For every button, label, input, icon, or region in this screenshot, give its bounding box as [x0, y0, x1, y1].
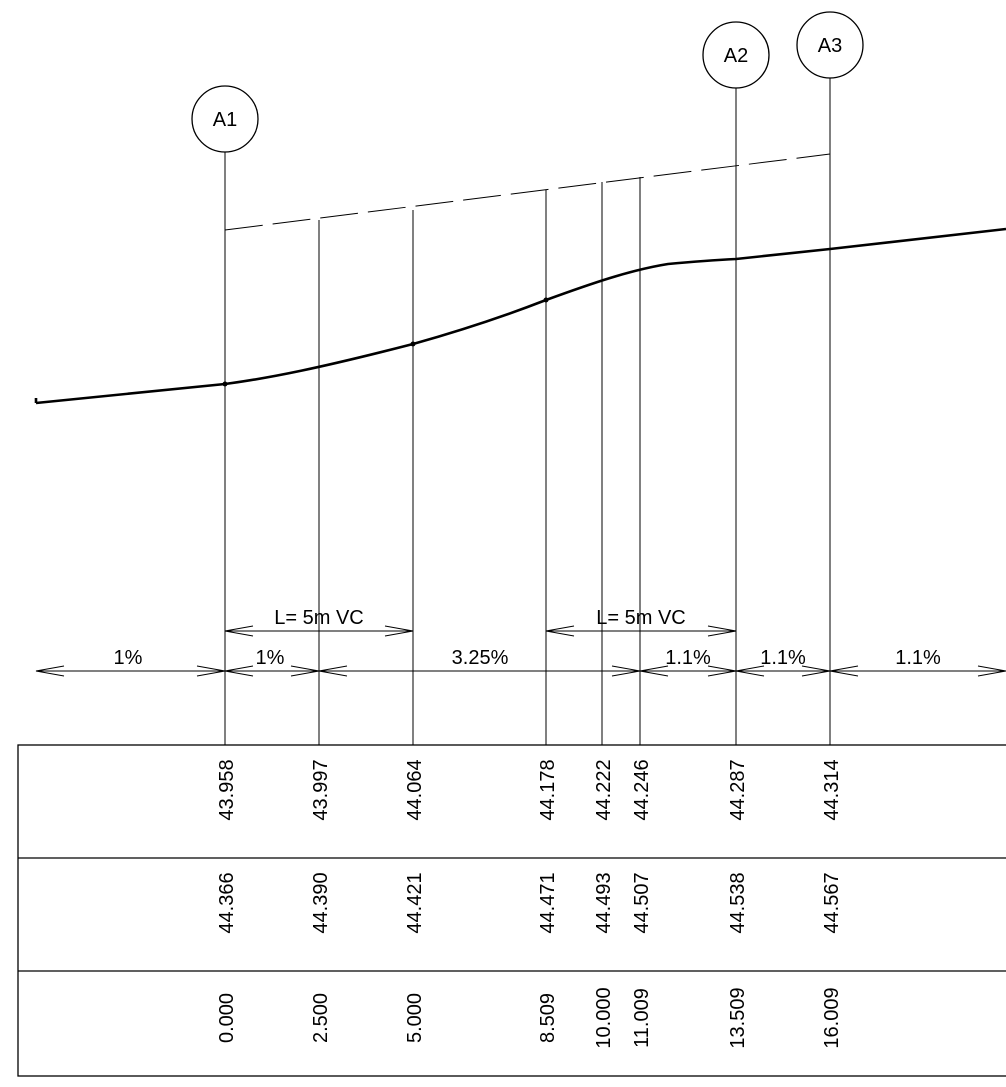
table-row-2: 44.366 44.390 44.421 44.471 44.493 44.50… — [216, 872, 843, 933]
row2-value: 44.493 — [593, 872, 615, 933]
data-table — [17, 744, 1006, 1077]
grade-label: 1% — [114, 647, 143, 669]
row3-value: 8.509 — [537, 993, 559, 1043]
row3-value: 11.009 — [631, 988, 653, 1048]
row1-value: 43.997 — [310, 759, 332, 820]
row2-value: 44.567 — [821, 872, 843, 933]
grade-label: 1.1% — [895, 647, 941, 669]
row1-value: 44.222 — [593, 759, 615, 820]
grade-label: 1% — [256, 647, 285, 669]
section-label-a3: A3 — [818, 35, 842, 57]
vertical-curve-1: L= 5m VC — [224, 607, 414, 637]
row1-value: 44.064 — [404, 759, 426, 820]
section-label-a1: A1 — [213, 109, 237, 131]
row2-value: 44.366 — [216, 872, 238, 933]
row3-value: 10.000 — [593, 987, 615, 1048]
profile-curve — [34, 227, 1006, 405]
row2-value: 44.538 — [727, 872, 749, 933]
row3-value: 5.000 — [404, 993, 426, 1043]
row2-value: 44.471 — [537, 872, 559, 933]
section-marker-a1: A1 — [191, 85, 259, 153]
row3-value: 16.009 — [821, 987, 843, 1048]
row3-value: 2.500 — [310, 993, 332, 1043]
row1-value: 44.314 — [821, 759, 843, 820]
grade-label: 3.25% — [452, 647, 509, 669]
row1-value: 44.246 — [631, 759, 653, 820]
grade-dimension-line — [35, 665, 1006, 677]
section-marker-a3: A3 — [796, 11, 864, 79]
vertical-curve-2: L= 5m VC — [545, 607, 737, 637]
row3-value: 0.000 — [216, 993, 238, 1043]
row1-value: 44.287 — [727, 759, 749, 820]
grade-label: 1.1% — [760, 647, 806, 669]
section-label-a2: A2 — [724, 45, 748, 67]
vertical-curve-2-label: L= 5m VC — [596, 607, 685, 629]
table-row-1: 43.958 43.997 44.064 44.178 44.222 44.24… — [216, 759, 843, 820]
row1-value: 44.178 — [537, 759, 559, 820]
table-row-3: 0.000 2.500 5.000 8.509 10.000 11.009 13… — [216, 987, 843, 1048]
row2-value: 44.507 — [631, 872, 653, 933]
station-lines — [224, 78, 831, 745]
grade-label: 1.1% — [665, 647, 711, 669]
row2-value: 44.421 — [404, 872, 426, 933]
dashed-reference-line — [224, 153, 831, 231]
section-marker-a2: A2 — [702, 21, 770, 89]
row3-value: 13.509 — [727, 987, 749, 1048]
row1-value: 43.958 — [216, 759, 238, 820]
profile-vertices — [222, 297, 549, 387]
row2-value: 44.390 — [310, 872, 332, 933]
vertical-curve-1-label: L= 5m VC — [274, 607, 363, 629]
